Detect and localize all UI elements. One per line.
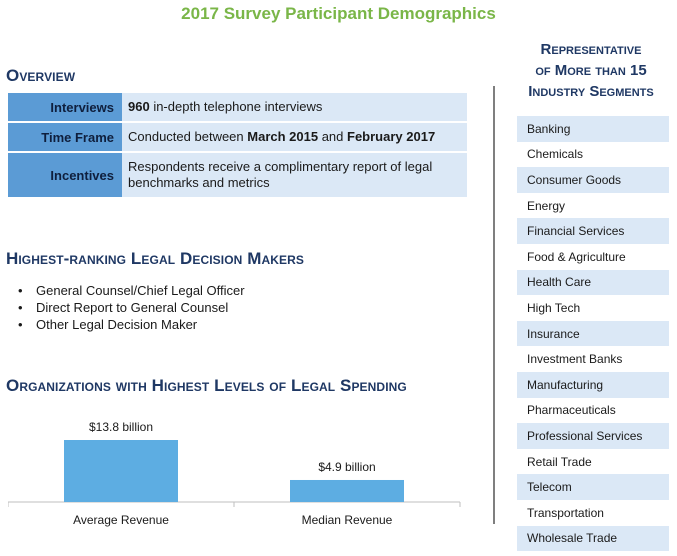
- page-title: 2017 Survey Participant Demographics: [181, 4, 496, 23]
- decision-makers-heading: Highest-ranking Legal Decision Makers: [6, 249, 304, 268]
- overview-label: Time Frame: [8, 123, 122, 151]
- overview-value: Conducted between March 2015 and Februar…: [122, 123, 467, 151]
- list-item: • General Counsel/Chief Legal Officer: [18, 282, 245, 299]
- list-item: • Direct Report to General Counsel: [18, 299, 245, 316]
- industry-item: Insurance: [517, 320, 669, 347]
- industries-heading-line-1: Representative: [540, 41, 642, 58]
- overview-value: Respondents receive a complimentary repo…: [122, 153, 467, 197]
- overview-value: 960 in-depth telephone interviews: [122, 93, 467, 121]
- overview-row-incentives: Incentives Respondents receive a complim…: [8, 153, 467, 197]
- revenue-bar-chart: $13.8 billion Average Revenue $4.9 billion…: [8, 420, 461, 527]
- overview-table: Interviews 960 in-depth telephone interv…: [8, 93, 467, 199]
- industry-item: Banking: [517, 116, 669, 142]
- overview-row-interviews: Interviews 960 in-depth telephone interv…: [8, 93, 467, 121]
- decision-makers-list: • General Counsel/Chief Legal Officer • Di…: [18, 282, 245, 333]
- column-divider: [493, 86, 495, 524]
- industry-item: Pharmaceuticals: [527, 403, 616, 418]
- timeframe-pre: Conducted between: [128, 129, 248, 144]
- timeframe-start: March 2015: [247, 129, 319, 144]
- industry-item: Chemicals: [527, 147, 584, 162]
- data-label: $13.8 billion: [89, 420, 153, 434]
- x-tick-label: Average Revenue: [73, 513, 169, 527]
- industry-item: Energy: [527, 198, 566, 213]
- overview-label: Interviews: [8, 93, 122, 121]
- overview-row-timeframe: Time Frame Conducted between March 2015 …: [8, 123, 467, 151]
- industry-item: Financial Services: [517, 218, 669, 244]
- industries-heading: Representative of More than 15 Industry …: [511, 39, 671, 102]
- industry-item: Health Care: [517, 269, 669, 296]
- overview-heading: Overview: [6, 66, 76, 85]
- data-label: $4.9 billion: [318, 460, 375, 474]
- timeframe-mid: and: [318, 129, 348, 144]
- industry-item: Telecom: [517, 474, 669, 500]
- industry-item: Manufacturing: [517, 371, 669, 398]
- industry-item: Wholesale Trade: [517, 525, 669, 552]
- industry-item: Consumer Goods: [517, 167, 669, 193]
- bar: [290, 479, 404, 502]
- spending-heading: Organizations with Highest Levels of Leg…: [6, 376, 407, 395]
- industries-heading-line-2: of More than 15: [535, 62, 647, 79]
- bullet-icon: •: [18, 317, 23, 332]
- x-tick-label: Median Revenue: [302, 513, 393, 527]
- bullet-icon: •: [18, 283, 23, 298]
- industry-item: Transportation: [527, 505, 604, 520]
- overview-label: Incentives: [8, 153, 122, 197]
- bar: [64, 440, 178, 502]
- industry-item: High Tech: [527, 300, 581, 315]
- list-item-text: General Counsel/Chief Legal Officer: [36, 283, 245, 298]
- bullet-icon: •: [18, 300, 23, 315]
- timeframe-end: February 2017: [347, 129, 436, 144]
- interviews-count: 960: [128, 99, 150, 114]
- list-item-text: Other Legal Decision Maker: [36, 317, 198, 332]
- industry-item: Professional Services: [517, 423, 669, 449]
- industries-heading-line-3: Industry Segments: [528, 83, 654, 100]
- interviews-desc: in-depth telephone interviews: [149, 99, 323, 114]
- industry-item: Investment Banks: [527, 352, 623, 367]
- industry-item: Food & Agriculture: [527, 249, 626, 264]
- list-item-text: Direct Report to General Counsel: [36, 300, 229, 315]
- list-item: • Other Legal Decision Maker: [18, 316, 245, 333]
- industry-item: Retail Trade: [527, 454, 592, 469]
- industry-list: Banking Chemicals Consumer Goods Energy Fina…: [517, 116, 669, 552]
